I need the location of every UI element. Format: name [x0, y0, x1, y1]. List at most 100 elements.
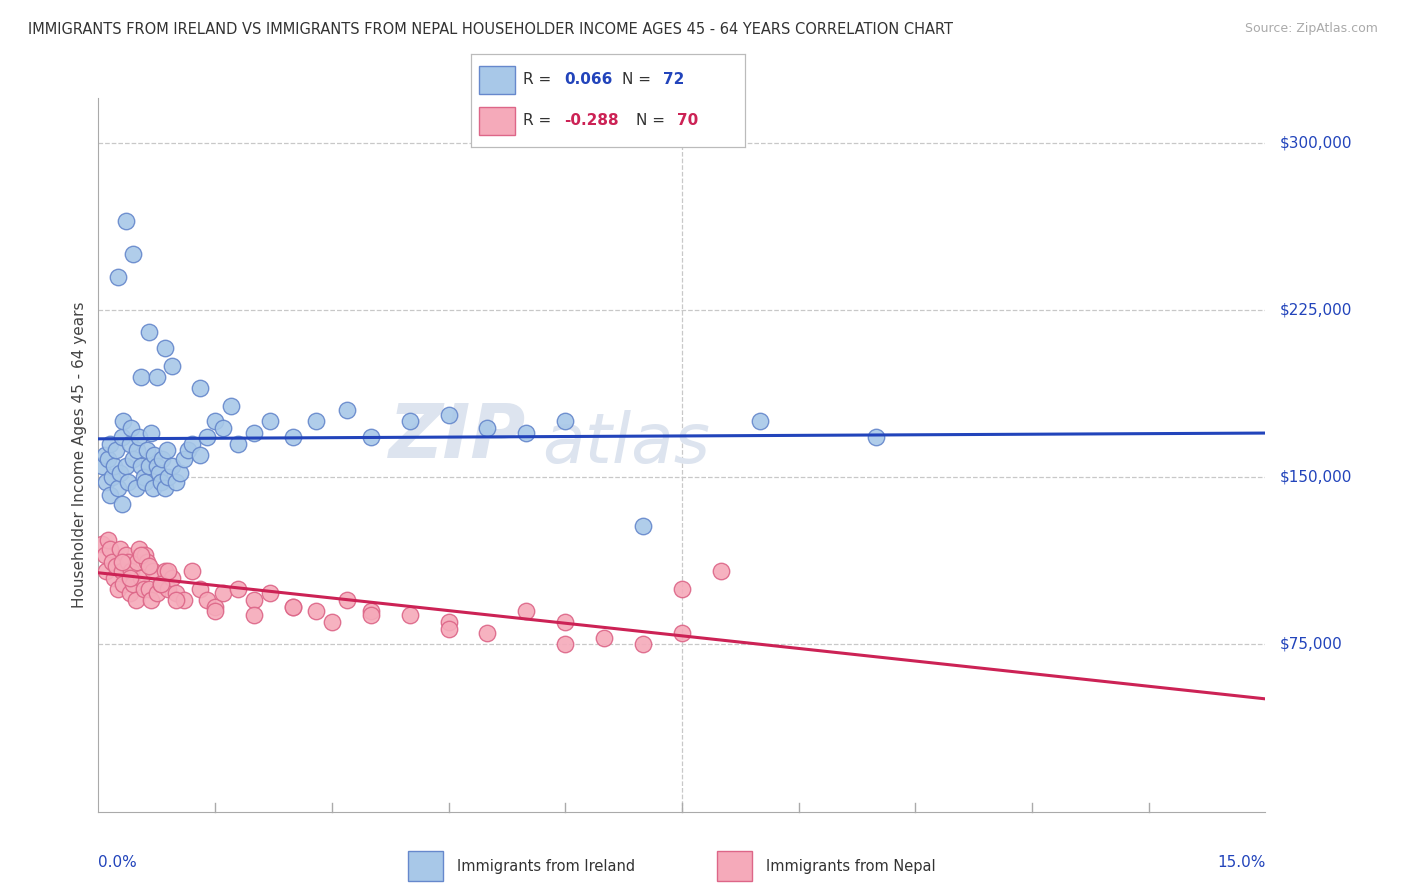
- Point: [671, 626, 693, 640]
- Point: [243, 608, 266, 623]
- Point: [180, 564, 202, 578]
- Point: [150, 452, 173, 467]
- Bar: [479, 107, 515, 135]
- Point: [437, 408, 460, 422]
- Point: [149, 577, 172, 591]
- Point: [631, 519, 654, 533]
- Point: [120, 421, 142, 435]
- Point: [104, 443, 127, 458]
- Point: [593, 631, 616, 645]
- Point: [281, 599, 304, 614]
- Point: [554, 637, 576, 651]
- Text: R =: R =: [523, 72, 557, 87]
- Point: [120, 564, 142, 578]
- Point: [228, 582, 250, 596]
- Point: [118, 436, 141, 450]
- Text: $150,000: $150,000: [1279, 470, 1351, 484]
- Text: N =: N =: [621, 72, 655, 87]
- Point: [127, 555, 149, 569]
- Point: [212, 421, 235, 435]
- Point: [336, 403, 359, 417]
- Point: [135, 555, 157, 569]
- Point: [188, 381, 211, 395]
- Point: [112, 414, 135, 428]
- Point: [103, 458, 125, 473]
- Point: [710, 564, 733, 578]
- Point: [153, 341, 176, 355]
- Point: [149, 475, 172, 489]
- Point: [129, 548, 152, 563]
- Point: [157, 564, 180, 578]
- Point: [114, 458, 136, 473]
- Point: [125, 592, 148, 607]
- Point: [114, 213, 136, 227]
- Point: [149, 577, 172, 591]
- Point: [142, 482, 165, 496]
- Point: [515, 604, 537, 618]
- Point: [360, 608, 382, 623]
- Point: [111, 564, 134, 578]
- Point: [554, 615, 576, 630]
- Point: [108, 541, 131, 556]
- Point: [146, 586, 169, 600]
- Point: [243, 592, 266, 607]
- Point: [132, 582, 155, 596]
- Point: [165, 475, 187, 489]
- Point: [91, 458, 114, 473]
- Point: [204, 414, 226, 428]
- Point: [212, 586, 235, 600]
- Point: [748, 414, 770, 428]
- Y-axis label: Householder Income Ages 45 - 64 years: Householder Income Ages 45 - 64 years: [72, 301, 87, 608]
- Point: [101, 555, 124, 569]
- Point: [141, 425, 163, 440]
- Point: [162, 458, 184, 473]
- Point: [111, 497, 134, 511]
- Point: [188, 448, 211, 462]
- Point: [122, 247, 145, 261]
- Point: [195, 430, 218, 444]
- Point: [141, 592, 163, 607]
- Point: [96, 564, 118, 578]
- Point: [437, 622, 460, 636]
- Point: [104, 559, 127, 574]
- Text: Immigrants from Nepal: Immigrants from Nepal: [766, 859, 936, 873]
- Point: [305, 604, 328, 618]
- Point: [515, 425, 537, 440]
- Text: 72: 72: [664, 72, 685, 87]
- Point: [143, 448, 166, 462]
- Point: [107, 482, 129, 496]
- Text: $300,000: $300,000: [1279, 136, 1351, 150]
- Point: [129, 369, 152, 384]
- Point: [865, 430, 887, 444]
- Point: [157, 582, 180, 596]
- Text: 70: 70: [676, 113, 697, 128]
- Point: [122, 577, 145, 591]
- Point: [188, 582, 211, 596]
- Text: $75,000: $75,000: [1279, 637, 1343, 652]
- Point: [305, 414, 328, 428]
- Point: [281, 599, 304, 614]
- Point: [360, 604, 382, 618]
- Text: 0.066: 0.066: [564, 72, 613, 87]
- Point: [108, 466, 131, 480]
- Point: [177, 443, 200, 458]
- Point: [148, 466, 170, 480]
- Point: [146, 458, 169, 473]
- Point: [93, 548, 115, 563]
- Point: [671, 582, 693, 596]
- Point: [138, 559, 160, 574]
- Point: [128, 430, 150, 444]
- Point: [173, 452, 195, 467]
- Text: 15.0%: 15.0%: [1218, 855, 1265, 870]
- Point: [98, 436, 121, 450]
- Text: IMMIGRANTS FROM IRELAND VS IMMIGRANTS FROM NEPAL HOUSEHOLDER INCOME AGES 45 - 64: IMMIGRANTS FROM IRELAND VS IMMIGRANTS FR…: [28, 22, 953, 37]
- Point: [321, 615, 343, 630]
- Text: $225,000: $225,000: [1279, 302, 1351, 318]
- Point: [97, 533, 120, 547]
- Point: [156, 443, 179, 458]
- Point: [138, 458, 160, 473]
- Point: [107, 582, 129, 596]
- Point: [91, 537, 114, 551]
- Point: [103, 571, 125, 585]
- Point: [437, 615, 460, 630]
